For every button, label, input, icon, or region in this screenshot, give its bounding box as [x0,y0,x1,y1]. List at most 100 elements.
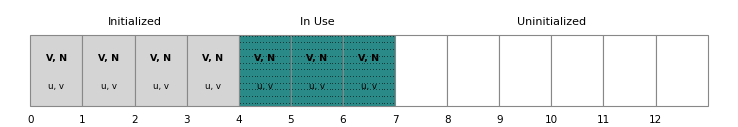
Point [275,55,286,57]
Point [318,82,330,84]
Bar [551,35,604,106]
Point [353,102,365,104]
Point [303,55,315,57]
Point [240,48,252,50]
Point [286,82,298,84]
Point [384,35,396,37]
Point [315,95,327,97]
Point [237,48,249,50]
Point [365,75,376,77]
Point [272,68,283,70]
Point [332,41,344,43]
Point [324,41,336,43]
Point [376,102,387,104]
Point [255,68,266,70]
Point [263,35,275,37]
Point [382,88,393,90]
Point [335,88,347,90]
Point [295,35,307,37]
Point [342,82,354,84]
Point [329,68,341,70]
Point [246,75,258,77]
Point [335,102,347,104]
Point [295,88,307,90]
Point [237,62,249,64]
Point [367,88,379,90]
Point [263,48,275,50]
Point [260,82,272,84]
Point [286,41,298,43]
Point [269,88,280,90]
Point [246,88,258,90]
Point [295,55,307,57]
Point [280,82,292,84]
Point [379,88,390,90]
Point [269,62,280,64]
Point [289,62,301,64]
Point [339,82,351,84]
Point [277,48,289,50]
Point [326,75,338,77]
Point [309,95,321,97]
Point [353,35,365,37]
Point [292,102,304,104]
Text: V, N: V, N [255,54,275,63]
Point [258,35,269,37]
Point [365,95,376,97]
Point [240,102,252,104]
Point [306,88,318,90]
Point [324,62,336,64]
Text: 8: 8 [444,115,450,125]
Point [249,48,261,50]
Point [376,68,387,70]
Point [382,75,393,77]
Point [275,48,286,50]
Point [255,88,266,90]
Point [260,68,272,70]
Point [295,41,307,43]
Point [342,48,354,50]
Text: 7: 7 [392,115,399,125]
Point [260,62,272,64]
Point [315,55,327,57]
Point [249,55,261,57]
Point [315,75,327,77]
Point [365,62,376,64]
Point [237,55,249,57]
Point [365,55,376,57]
Point [329,35,341,37]
Point [356,88,368,90]
Point [269,102,280,104]
Point [367,35,379,37]
Bar [499,35,551,106]
Point [280,95,292,97]
Point [266,82,277,84]
Point [362,62,373,64]
Point [315,88,327,90]
Point [269,35,280,37]
Point [234,68,246,70]
Point [359,68,370,70]
Point [384,62,396,64]
Point [382,35,393,37]
Point [286,35,298,37]
Point [263,82,275,84]
Point [246,82,258,84]
Point [300,41,312,43]
Point [260,75,272,77]
Point [365,82,376,84]
Text: V, N: V, N [359,54,379,63]
Point [379,75,390,77]
Point [350,62,362,64]
Point [272,82,283,84]
Point [292,82,304,84]
Point [243,68,255,70]
Point [298,62,310,64]
Point [329,82,341,84]
Text: 0: 0 [27,115,34,125]
Point [321,35,333,37]
Point [359,88,370,90]
Point [332,62,344,64]
Point [353,88,365,90]
Bar [343,35,395,106]
